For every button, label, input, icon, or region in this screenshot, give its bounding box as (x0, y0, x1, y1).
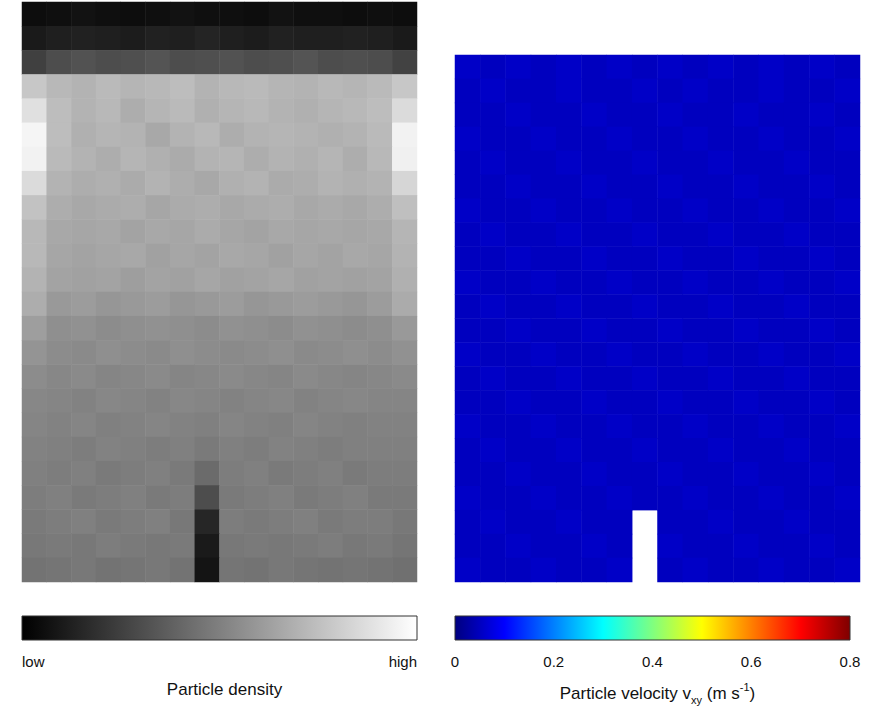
svg-text:-1: -1 (740, 681, 750, 693)
svg-text:low: low (22, 653, 45, 670)
svg-text:xy: xy (691, 694, 703, 706)
svg-text:0.2: 0.2 (543, 653, 564, 670)
svg-text:high: high (389, 653, 417, 670)
svg-text:0.4: 0.4 (642, 653, 663, 670)
svg-text:Particle density: Particle density (167, 680, 283, 699)
svg-text:(m s: (m s (702, 684, 740, 703)
svg-text:0.8: 0.8 (840, 653, 861, 670)
svg-text:0: 0 (451, 653, 459, 670)
svg-text:Particle velocity v: Particle velocity v (560, 684, 692, 703)
svg-text:0.6: 0.6 (741, 653, 762, 670)
svg-text:): ) (750, 684, 756, 703)
